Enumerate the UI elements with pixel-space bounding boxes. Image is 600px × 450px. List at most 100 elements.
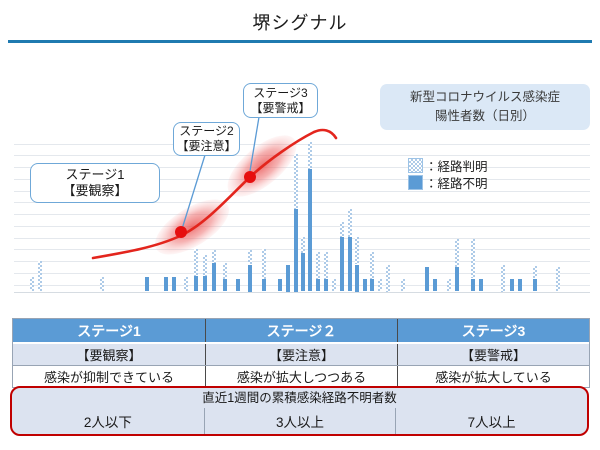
header-stage3: ステージ3 xyxy=(397,319,589,342)
gridline xyxy=(14,155,590,157)
bar-unknown-route xyxy=(355,264,359,292)
stage2-callout: ステージ2 【要注意】 xyxy=(173,122,240,156)
bar-unknown-route xyxy=(324,278,328,292)
bar-known-route xyxy=(194,249,198,277)
bar-known-route xyxy=(262,249,266,279)
bar-known-route xyxy=(455,238,459,267)
bar-unknown-route xyxy=(294,209,298,292)
bar-known-route xyxy=(38,260,42,292)
bar-unknown-route xyxy=(363,278,367,292)
bar-known-route xyxy=(378,278,382,292)
chart-title-line2: 陽性者数（日別） xyxy=(434,109,535,123)
bar-known-route xyxy=(471,238,475,279)
bar-known-route xyxy=(324,251,328,279)
bar-unknown-route xyxy=(278,278,282,292)
criteria-stage1: 2人以下 xyxy=(83,415,132,430)
bar-known-route xyxy=(533,265,537,279)
unknown-route-swatch-icon xyxy=(408,175,423,190)
bar-unknown-route xyxy=(223,278,227,292)
criteria-stage2: 3人以上 xyxy=(203,408,396,434)
stage1-name: ステージ1 xyxy=(65,166,125,182)
bar-known-route xyxy=(223,263,227,279)
gridline xyxy=(14,214,590,215)
bar-known-route xyxy=(212,250,216,264)
bar-known-route xyxy=(308,142,312,170)
bar-known-route xyxy=(501,264,505,292)
bar-unknown-route xyxy=(518,278,522,292)
bar-unknown-route xyxy=(194,276,198,292)
bar-unknown-route xyxy=(455,266,459,292)
bar-known-route xyxy=(301,237,305,253)
status-stage3: 【要警戒】 xyxy=(397,344,589,365)
bar-known-route xyxy=(556,266,560,292)
desc-stage3: 感染が拡大している xyxy=(397,366,589,387)
bar-known-route xyxy=(248,250,252,265)
known-route-swatch-icon xyxy=(408,158,423,173)
bar-unknown-route xyxy=(164,277,168,292)
stage-table-status-row: 【要観察】 【要注意】 【要警戒】 xyxy=(13,342,589,365)
bar-known-route xyxy=(100,277,104,292)
bar-unknown-route xyxy=(348,237,352,292)
legend-item-known: ：経路判明 xyxy=(408,157,488,174)
unknown-route-label: ：経路不明 xyxy=(425,177,488,191)
desc-stage2: 感染が拡大しつつある xyxy=(205,366,397,387)
bar-unknown-route xyxy=(248,264,252,292)
bar-unknown-route xyxy=(433,278,437,292)
bar-unknown-route xyxy=(425,266,429,292)
bar-unknown-route xyxy=(479,278,483,292)
status-stage1: 【要観察】 xyxy=(76,348,142,363)
bar-known-route xyxy=(203,255,207,277)
known-route-label: ：経路判明 xyxy=(425,160,488,174)
stage3-name: ステージ3 xyxy=(253,85,308,100)
bar-unknown-route xyxy=(145,277,149,292)
bar-known-route xyxy=(316,251,320,279)
stage3-callout: ステージ3 【要警戒】 xyxy=(243,83,318,118)
bar-unknown-route xyxy=(262,278,266,292)
bar-known-route xyxy=(386,264,390,292)
chart-legend: ：経路判明 ：経路不明 xyxy=(408,157,488,191)
desc-stage1: 感染が抑制できている xyxy=(43,370,174,385)
bar-unknown-route xyxy=(370,278,374,292)
stage-table: ステージ1 ステージ２ ステージ3 【要観察】 【要注意】 【要警戒】 感染が抑… xyxy=(12,318,590,388)
stage2-status: 【要注意】 xyxy=(176,139,237,153)
bar-known-route xyxy=(348,209,352,238)
gridline xyxy=(14,225,590,227)
title-divider xyxy=(8,40,592,43)
bar-unknown-route xyxy=(340,237,344,292)
bar-unknown-route xyxy=(301,252,305,292)
criteria-title: 直近1週間の累積感染経路不明者数 xyxy=(202,391,397,405)
stage-table-description-row: 感染が抑制できている 感染が拡大しつつある 感染が拡大している xyxy=(13,365,589,387)
bar-known-route xyxy=(370,251,374,279)
header-stage1: ステージ1 xyxy=(77,322,141,339)
bar-unknown-route xyxy=(172,277,176,292)
bar-known-route xyxy=(332,278,336,292)
criteria-values-row: 2人以下 3人以上 7人以上 xyxy=(12,408,587,434)
bar-unknown-route xyxy=(308,169,312,292)
status-stage2: 【要注意】 xyxy=(205,344,397,365)
bar-unknown-route xyxy=(471,278,475,292)
criteria-stage3: 7人以上 xyxy=(395,408,587,434)
bar-known-route xyxy=(340,222,344,238)
chart-title-line1: 新型コロナウイルス感染症 xyxy=(409,89,560,104)
gridline xyxy=(14,143,590,145)
bar-unknown-route xyxy=(236,278,240,292)
bar-known-route xyxy=(294,154,298,210)
bar-unknown-route xyxy=(510,278,514,292)
bar-unknown-route xyxy=(286,264,290,292)
header-stage2: ステージ２ xyxy=(205,319,397,342)
x-axis-line xyxy=(14,291,590,293)
page-title: 堺シグナル xyxy=(252,13,348,33)
stage1-callout: ステージ1 【要観察】 xyxy=(30,163,160,203)
chart-title-box: 新型コロナウイルス感染症 陽性者数（日別） xyxy=(380,84,590,130)
bar-known-route xyxy=(30,277,34,292)
legend-item-unknown: ：経路不明 xyxy=(408,174,488,191)
criteria-box: 直近1週間の累積感染経路不明者数 2人以下 3人以上 7人以上 xyxy=(10,386,589,436)
bar-known-route xyxy=(401,278,405,292)
stage3-status: 【要警戒】 xyxy=(250,100,311,115)
bar-unknown-route xyxy=(316,278,320,292)
bar-unknown-route xyxy=(533,278,537,292)
stage2-name: ステージ2 xyxy=(179,124,234,138)
stage1-status: 【要観察】 xyxy=(62,183,128,198)
bar-unknown-route xyxy=(212,263,216,292)
